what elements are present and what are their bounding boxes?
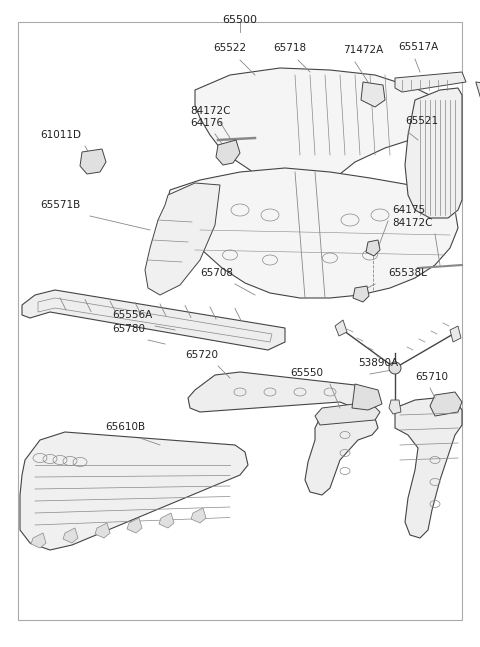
Polygon shape (168, 168, 458, 298)
Polygon shape (389, 400, 401, 414)
Text: 65522: 65522 (214, 43, 247, 53)
Text: 65720: 65720 (185, 350, 218, 360)
Circle shape (389, 362, 401, 374)
Text: 65517A: 65517A (398, 42, 438, 52)
Text: 65780: 65780 (112, 324, 145, 334)
Text: 84172C: 84172C (392, 218, 432, 228)
Text: 64175: 64175 (392, 205, 425, 215)
Polygon shape (405, 88, 462, 218)
Polygon shape (127, 518, 142, 533)
Polygon shape (188, 372, 378, 412)
Polygon shape (366, 240, 380, 256)
Polygon shape (335, 320, 347, 336)
Polygon shape (395, 398, 462, 538)
Text: 65718: 65718 (274, 43, 307, 53)
Polygon shape (195, 68, 445, 195)
Polygon shape (63, 528, 78, 543)
Text: 64176: 64176 (190, 118, 223, 128)
Text: 61011D: 61011D (40, 130, 81, 140)
Polygon shape (361, 82, 385, 107)
Text: 71472A: 71472A (343, 45, 383, 55)
Text: 65571B: 65571B (40, 200, 80, 210)
Polygon shape (353, 286, 369, 302)
Text: 53890A: 53890A (358, 358, 398, 368)
Polygon shape (305, 412, 378, 495)
Polygon shape (352, 384, 382, 410)
Text: 65538L: 65538L (388, 268, 427, 278)
Polygon shape (315, 402, 380, 425)
Polygon shape (145, 183, 220, 295)
Polygon shape (476, 82, 480, 108)
Text: 65556A: 65556A (112, 310, 152, 320)
Polygon shape (450, 326, 461, 342)
Polygon shape (22, 290, 285, 350)
Polygon shape (430, 392, 462, 416)
Polygon shape (191, 508, 206, 523)
Polygon shape (95, 523, 110, 538)
Text: 65500: 65500 (223, 15, 257, 25)
Polygon shape (80, 149, 106, 174)
Text: 65708: 65708 (200, 268, 233, 278)
Polygon shape (159, 513, 174, 528)
Text: 84172C: 84172C (190, 106, 230, 116)
Polygon shape (395, 72, 466, 92)
Text: 65550: 65550 (290, 368, 323, 378)
Polygon shape (31, 533, 46, 548)
Text: 65710: 65710 (415, 372, 448, 382)
Text: 65610B: 65610B (105, 422, 145, 432)
Polygon shape (20, 432, 248, 550)
Text: 65521: 65521 (405, 116, 438, 126)
Polygon shape (216, 140, 240, 165)
